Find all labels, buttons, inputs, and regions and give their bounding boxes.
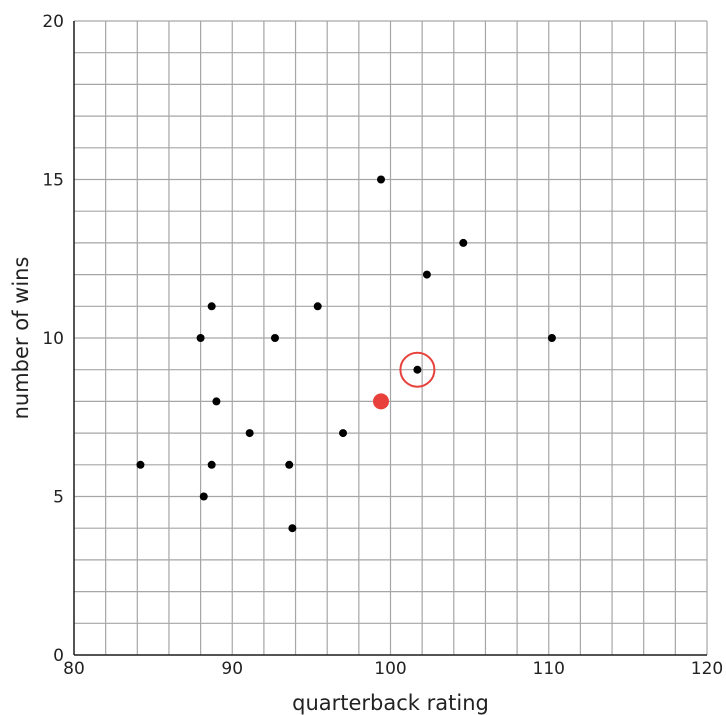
- data-point: [212, 397, 221, 406]
- y-tick-label: 0: [53, 646, 64, 666]
- data-point: [285, 460, 294, 469]
- data-point: [422, 270, 431, 279]
- circled-point-ring: [399, 351, 436, 388]
- y-tick-label: 15: [42, 171, 64, 191]
- y-tick-label: 10: [42, 329, 64, 349]
- highlighted-point: [373, 393, 390, 410]
- data-point: [270, 334, 279, 342]
- grid: [73, 20, 708, 656]
- data-point: [196, 334, 205, 342]
- x-tick-label: 80: [63, 659, 85, 679]
- x-axis-label: quarterback rating: [292, 691, 489, 715]
- y-axis-label: number of wins: [9, 257, 33, 420]
- x-tick-label: 90: [221, 659, 243, 679]
- data-point: [413, 365, 422, 374]
- data-point: [207, 302, 216, 311]
- y-tick-label: 5: [53, 488, 64, 508]
- data-point: [207, 460, 216, 469]
- x-tick-label: 100: [374, 659, 406, 679]
- data-point: [288, 524, 297, 533]
- data-point: [339, 429, 348, 438]
- data-point: [313, 302, 322, 311]
- data-point: [459, 238, 468, 247]
- data-point: [136, 460, 145, 469]
- y-tick-label: 20: [42, 12, 64, 32]
- x-tick-label: 110: [533, 659, 565, 679]
- axes: [73, 21, 707, 656]
- data-point: [199, 492, 208, 501]
- x-tick-label: 120: [691, 659, 723, 679]
- data-points: [136, 175, 556, 533]
- data-point: [547, 334, 556, 342]
- tick-labels: 80 90 100 110 120 0 5 10 15 20: [42, 12, 723, 679]
- data-point: [245, 429, 254, 438]
- data-point: [377, 175, 386, 184]
